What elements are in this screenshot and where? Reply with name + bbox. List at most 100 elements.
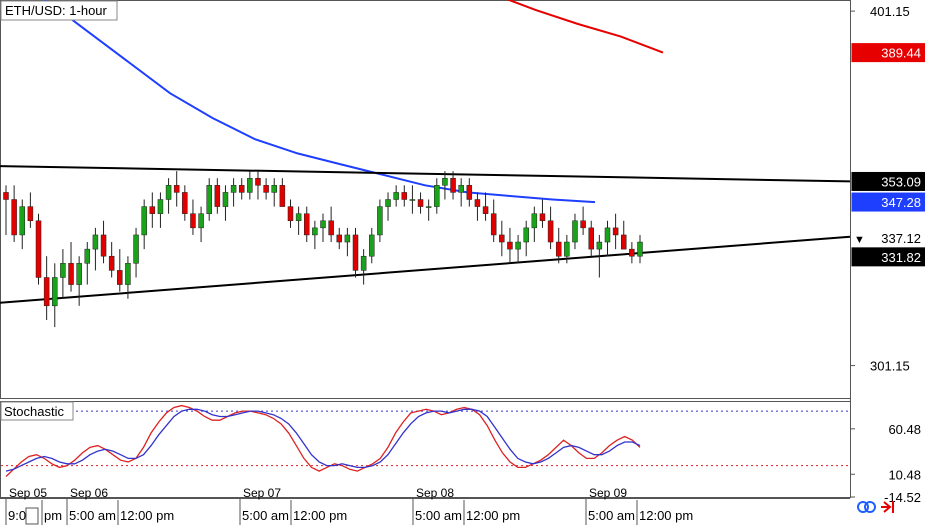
candle-body-74	[604, 227, 611, 243]
line-1	[44, 0, 596, 204]
price-tag-box-4	[851, 247, 925, 267]
price-tag-3: 337.12	[881, 231, 921, 246]
time-label-6: 5:00 am	[415, 508, 462, 523]
candle-body-6	[52, 277, 58, 307]
candle-body-42	[344, 234, 351, 243]
candle-body-36	[295, 213, 302, 222]
candle-body-2	[19, 206, 26, 236]
indicator-label: Stochastic	[4, 404, 64, 419]
candle-body-77	[629, 248, 635, 257]
candle-body-64	[523, 227, 529, 243]
candle-body-10	[84, 248, 91, 264]
arrow-right-bar-icon[interactable]	[881, 501, 894, 513]
date-label-0: Sep 05	[9, 486, 47, 500]
candle-body-34	[279, 185, 286, 207]
date-label-1: Sep 06	[70, 486, 108, 500]
candle-body-69	[564, 241, 570, 257]
candle-body-70	[572, 220, 578, 243]
price-axis: 401.15 301.15 389.44 353.09 347.28 ▼ 337.12 331…	[850, 4, 925, 374]
candle-body-46	[377, 206, 383, 236]
candle-body-58	[474, 199, 481, 207]
candle-body-0	[3, 192, 9, 200]
price-tag-box-2	[851, 192, 925, 212]
time-label-9: 12:00 pm	[639, 508, 693, 523]
line-2	[0, 165, 851, 183]
candle-body-13	[108, 255, 115, 271]
candle-body-7	[60, 263, 66, 278]
candle-body-16	[133, 234, 139, 264]
time-label-2: 5:00 am	[69, 508, 116, 523]
candle-body-18	[149, 206, 156, 214]
candle-body-32	[263, 185, 269, 193]
candle-body-44	[360, 255, 367, 271]
candle-body-29	[238, 185, 245, 193]
candle-body-37	[303, 213, 310, 236]
candle-body-22	[182, 192, 188, 214]
candle-body-67	[547, 220, 554, 243]
candle-body-61	[499, 234, 505, 243]
candle-body-53	[434, 185, 440, 207]
candle-body-49	[401, 192, 408, 200]
symbol-label-box	[0, 0, 118, 21]
stochastic-series-1	[5, 408, 641, 472]
date-label-3: Sep 08	[416, 486, 454, 500]
price-tag-box-1	[851, 171, 925, 191]
candle-body-8	[68, 263, 74, 285]
price-plot	[0, 0, 851, 328]
time-label-0: 9:0	[8, 508, 26, 523]
candle-body-3	[27, 206, 34, 222]
candle-body-33	[271, 185, 277, 193]
candle-body-12	[100, 234, 107, 257]
price-panel-border	[0, 0, 851, 399]
candle-body-47	[385, 199, 391, 207]
stochastic-panel-border	[0, 401, 851, 498]
candle-body-5	[43, 277, 50, 307]
candle-body-48	[393, 192, 399, 200]
candle-body-27	[222, 192, 229, 207]
candle-body-72	[588, 227, 594, 250]
candle-body-57	[466, 185, 473, 200]
time-axis: Sep 05 Sep 06 Sep 07 Sep 08 Sep 09 9:0 pm 5:00 …	[5, 486, 693, 525]
candle-body-56	[458, 185, 464, 193]
candle-body-15	[125, 263, 131, 285]
candle-body-11	[92, 234, 99, 250]
candle-body-75	[612, 227, 619, 236]
time-label-8: 5:00 am	[588, 508, 635, 523]
candle-body-4	[35, 220, 42, 278]
time-cursor-box	[25, 507, 39, 525]
price-tag-box-3	[851, 228, 925, 248]
time-label-5: 12:00 pm	[293, 508, 347, 523]
price-tick-label-1: 301.15	[870, 359, 910, 374]
time-label-4: 5:00 am	[242, 508, 289, 523]
time-label-3: 12:00 pm	[120, 508, 174, 523]
symbol-label: ETH/USD: 1-hour	[5, 3, 108, 18]
price-tag-0: 389.44	[881, 46, 921, 61]
candle-body-76	[620, 234, 627, 250]
candle-body-71	[580, 220, 586, 229]
price-tick-label-0: 401.15	[870, 4, 910, 19]
candle-body-24	[198, 213, 204, 229]
candle-body-38	[312, 227, 318, 236]
stochastic-plot	[1, 404, 850, 477]
price-tag-1: 353.09	[881, 174, 921, 189]
candle-body-30	[247, 177, 253, 193]
stochastic-tick-label-1: 10.48	[888, 467, 921, 482]
link-icon[interactable]	[857, 501, 876, 513]
price-tag-box-0	[851, 43, 925, 63]
price-tag-4: 331.82	[881, 250, 921, 265]
stochastic-tick-label-0: 60.48	[888, 422, 921, 437]
candle-body-55	[450, 177, 456, 193]
candle-body-14	[117, 270, 123, 285]
candle-body-9	[76, 263, 82, 285]
stochastic-axis: 60.48 10.48 -14.52	[850, 422, 921, 505]
candle-body-43	[352, 234, 359, 271]
candle-body-17	[141, 206, 147, 236]
candle-body-78	[637, 241, 643, 257]
candle-body-1	[11, 199, 17, 236]
date-label-4: Sep 09	[589, 486, 627, 500]
candle-body-52	[425, 206, 432, 208]
candle-body-20	[165, 185, 172, 200]
candle-body-25	[206, 185, 212, 214]
candle-body-31	[255, 177, 261, 186]
